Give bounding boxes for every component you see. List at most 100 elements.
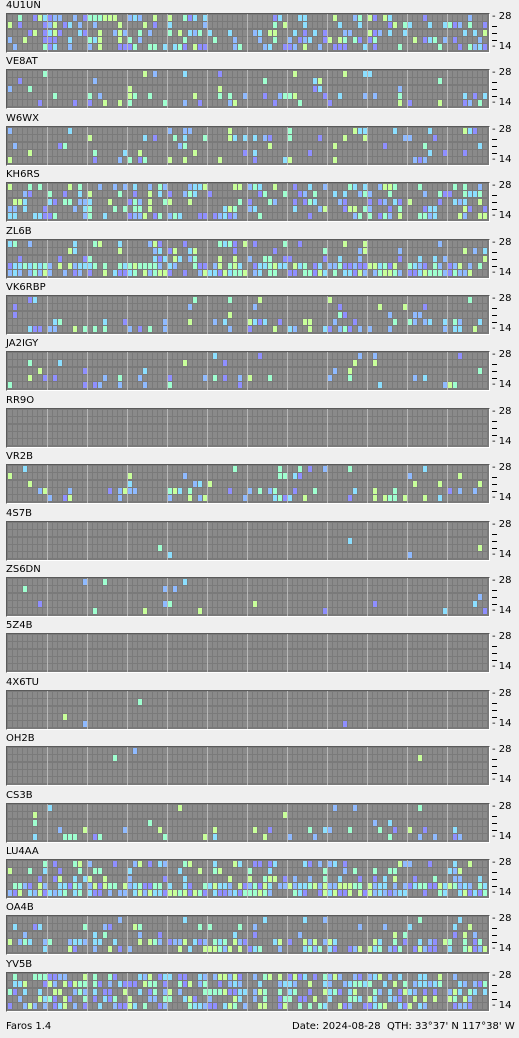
signal-cell — [378, 326, 382, 332]
signal-cell — [8, 270, 12, 276]
signal-cell — [413, 256, 417, 262]
signal-cell — [198, 256, 202, 262]
signal-cell — [378, 353, 382, 359]
band-time-grid[interactable] — [6, 521, 490, 561]
signal-cell — [313, 432, 317, 438]
signal-cell — [373, 375, 377, 381]
signal-cell — [263, 263, 267, 269]
signal-cell — [363, 466, 367, 472]
signal-cell — [263, 206, 267, 212]
band-time-grid[interactable] — [6, 69, 490, 109]
signal-cell — [133, 206, 137, 212]
signal-cell — [428, 206, 432, 212]
signal-cell — [383, 473, 387, 479]
signal-cell — [328, 199, 332, 205]
signal-cell — [68, 100, 72, 106]
signal-cell — [418, 382, 422, 388]
signal-cell — [58, 270, 62, 276]
signal-cell — [463, 552, 467, 558]
band-scale: - 28- 14 — [492, 11, 519, 55]
signal-cell — [23, 297, 27, 303]
signal-cell — [103, 466, 107, 472]
signal-cell — [103, 417, 107, 423]
signal-cell — [293, 78, 297, 84]
signal-cell — [208, 382, 212, 388]
signal-cell — [308, 425, 312, 431]
signal-cell — [348, 382, 352, 388]
signal-cell — [378, 545, 382, 551]
band-time-grid[interactable] — [6, 13, 490, 53]
signal-cell — [378, 368, 382, 374]
signal-cell — [223, 93, 227, 99]
signal-cell — [233, 410, 237, 416]
signal-cell — [58, 44, 62, 50]
signal-cell — [388, 375, 392, 381]
signal-cell — [33, 248, 37, 254]
signal-cell — [178, 143, 182, 149]
signal-cell — [458, 37, 462, 43]
signal-cell — [333, 375, 337, 381]
signal-cell — [303, 93, 307, 99]
signal-cell — [138, 481, 142, 487]
signal-cell — [208, 304, 212, 310]
signal-cell — [23, 15, 27, 21]
band-time-grid[interactable] — [6, 295, 490, 335]
signal-cell — [258, 368, 262, 374]
signal-cell — [348, 368, 352, 374]
signal-cell — [123, 135, 127, 141]
signal-cell — [63, 241, 67, 247]
signal-cell — [168, 319, 172, 325]
signal-cell — [33, 319, 37, 325]
signal-cell — [188, 37, 192, 43]
band-time-grid[interactable] — [6, 464, 490, 504]
signal-cell — [378, 15, 382, 21]
signal-cell — [283, 368, 287, 374]
signal-cell — [78, 417, 82, 423]
signal-cell — [443, 206, 447, 212]
signal-cell — [183, 425, 187, 431]
signal-cell — [8, 143, 12, 149]
signal-cell — [348, 530, 352, 536]
signal-cell — [138, 523, 142, 529]
signal-cell — [343, 256, 347, 262]
signal-cell — [423, 93, 427, 99]
scale-tick — [492, 322, 497, 323]
signal-cell — [283, 304, 287, 310]
signal-cell — [343, 382, 347, 388]
signal-cell — [448, 30, 452, 36]
signal-cell — [93, 143, 97, 149]
signal-cell — [398, 382, 402, 388]
signal-cell — [453, 360, 457, 366]
signal-cell — [458, 199, 462, 205]
signal-cell — [338, 425, 342, 431]
band-time-grid[interactable] — [6, 408, 490, 448]
signal-cell — [273, 78, 277, 84]
signal-cell — [458, 78, 462, 84]
signal-cell — [78, 71, 82, 77]
band-time-grid[interactable] — [6, 351, 490, 391]
signal-cell — [28, 184, 32, 190]
signal-cell — [163, 425, 167, 431]
signal-cell — [328, 326, 332, 332]
signal-cell — [53, 191, 57, 197]
signal-cell — [398, 417, 402, 423]
band-time-grid[interactable] — [6, 239, 490, 279]
signal-cell — [148, 326, 152, 332]
signal-cell — [43, 538, 47, 544]
signal-cell — [313, 523, 317, 529]
signal-cell — [208, 425, 212, 431]
signal-cell — [38, 213, 42, 219]
band-time-grid[interactable] — [6, 126, 490, 166]
signal-cell — [383, 432, 387, 438]
signal-cell — [298, 135, 302, 141]
signal-cell — [478, 199, 482, 205]
signal-cell — [413, 382, 417, 388]
signal-cell — [173, 270, 177, 276]
signal-cell — [258, 157, 262, 163]
band-time-grid[interactable] — [6, 182, 490, 222]
signal-cell — [78, 157, 82, 163]
signal-cell — [103, 135, 107, 141]
signal-cell — [183, 410, 187, 416]
signal-cell — [28, 432, 32, 438]
signal-cell — [233, 353, 237, 359]
